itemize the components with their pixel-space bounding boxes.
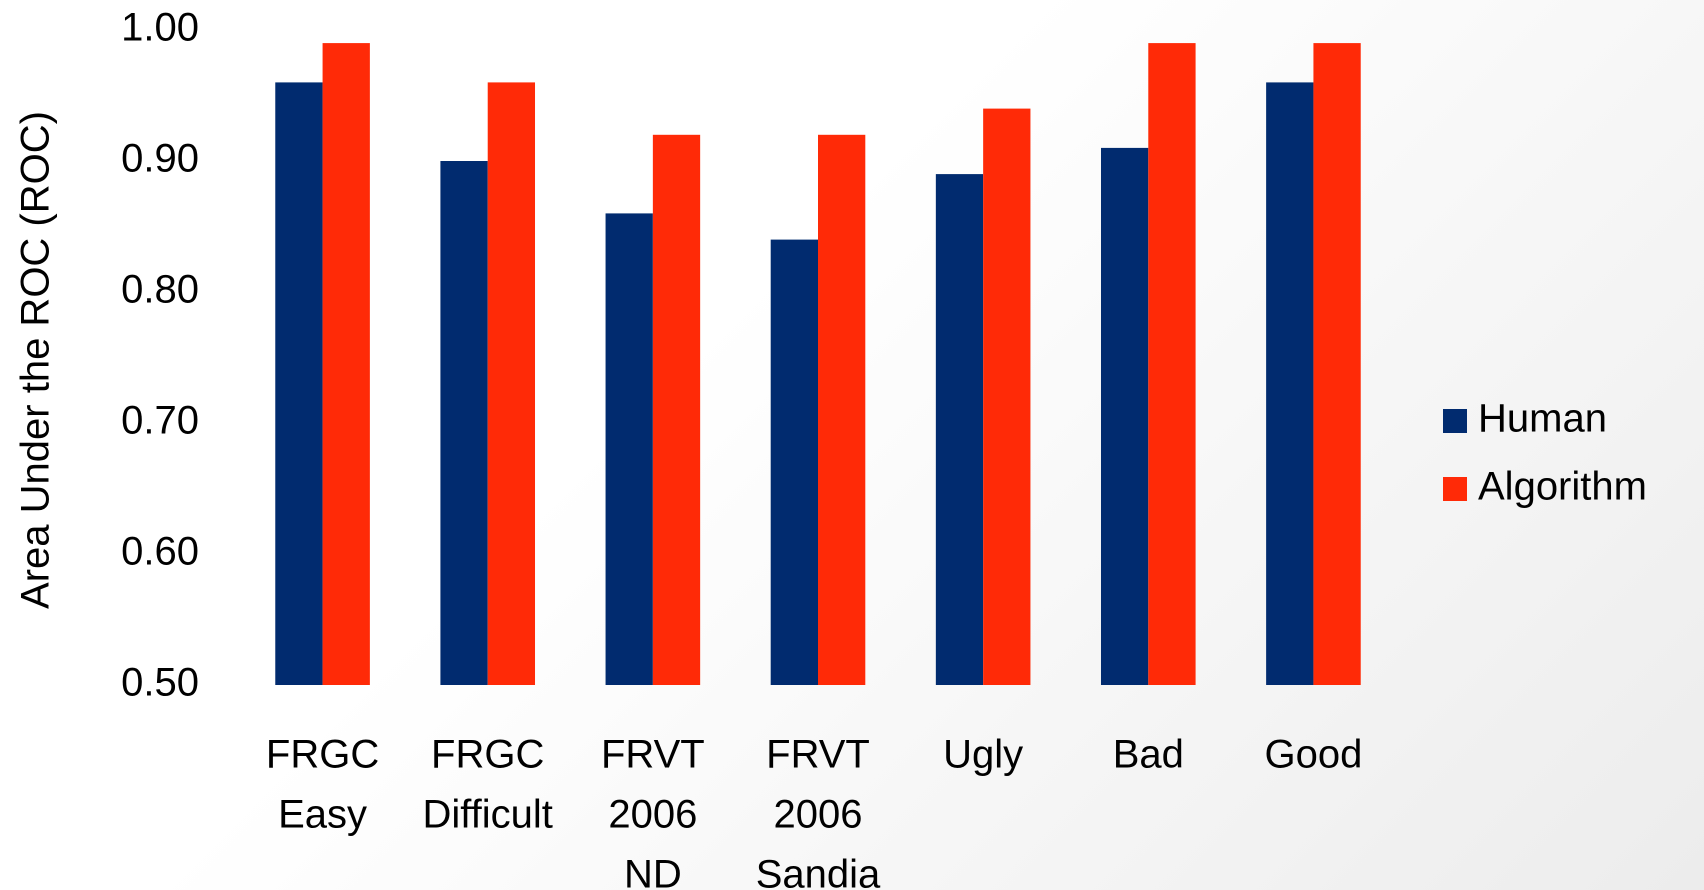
- bar: [935, 174, 984, 685]
- x-tick-label: Good: [1264, 733, 1362, 777]
- x-tick-label: Bad: [1113, 733, 1184, 777]
- x-tick-label: Easy: [278, 793, 367, 837]
- bar: [1100, 147, 1149, 685]
- x-tick-label: ND: [624, 853, 682, 890]
- legend-label: Human: [1478, 397, 1607, 441]
- legend-label: Algorithm: [1478, 465, 1647, 509]
- y-tick-label: 1.00: [121, 6, 199, 50]
- x-tick-label: FRGC: [266, 733, 379, 777]
- x-tick-label: FRGC: [431, 733, 544, 777]
- y-axis-label: Area Under the ROC (ROC): [14, 111, 58, 609]
- y-tick-label: 0.90: [121, 137, 199, 181]
- y-tick-label: 0.50: [121, 661, 199, 705]
- x-tick-label: Ugly: [943, 733, 1023, 777]
- legend-swatch: [1443, 477, 1467, 501]
- bar: [440, 161, 488, 685]
- x-tick-label: FRVT: [601, 733, 705, 777]
- x-tick-label: 2006: [608, 793, 697, 837]
- x-tick-label: 2006: [774, 793, 863, 837]
- bar: [605, 213, 653, 685]
- bar: [770, 239, 818, 685]
- x-tick-label: FRVT: [766, 733, 870, 777]
- bar: [322, 43, 370, 686]
- bar: [487, 82, 536, 685]
- x-tick-label: Sandia: [756, 853, 881, 890]
- bar: [275, 82, 323, 685]
- bar: [1266, 82, 1314, 685]
- legend-swatch: [1443, 409, 1467, 433]
- y-tick-label: 0.80: [121, 268, 199, 312]
- y-tick-label: 0.60: [121, 530, 199, 574]
- bar: [652, 134, 701, 686]
- bar: [818, 134, 866, 686]
- bar: [983, 108, 1031, 686]
- bar: [1313, 43, 1361, 686]
- bar: [1148, 43, 1196, 686]
- y-tick-label: 0.70: [121, 399, 199, 443]
- x-tick-label: Difficult: [423, 793, 553, 837]
